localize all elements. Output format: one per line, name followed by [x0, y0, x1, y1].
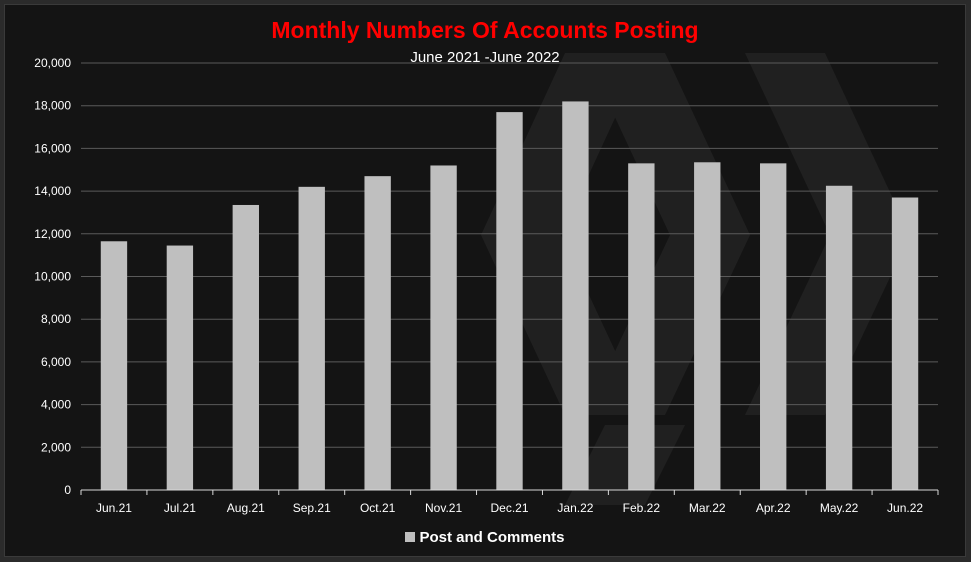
chart-subtitle: June 2021 -June 2022	[410, 49, 560, 66]
x-tick-label: Jan.22	[557, 501, 593, 515]
bar	[232, 204, 259, 491]
chart-title: Monthly Numbers Of Accounts Posting	[271, 17, 699, 43]
bar	[628, 163, 655, 490]
x-tick-label: Jun.21	[96, 501, 132, 515]
bar	[825, 185, 853, 490]
x-tick-label: Mar.22	[689, 501, 726, 515]
y-tick-label: 18,000	[34, 99, 71, 113]
bar	[166, 245, 194, 490]
y-tick-label: 4,000	[41, 398, 71, 412]
x-tick-label: Jun.22	[887, 501, 923, 515]
legend-swatch	[405, 532, 416, 542]
x-tick-label: Dec.21	[490, 501, 528, 515]
chart-canvas: 0 2,000 4,000 6,000 8,000 10,000 12,000 14,000 1…	[34, 53, 939, 515]
bar	[496, 112, 523, 490]
bar	[694, 162, 721, 490]
x-tick-label: Sep.21	[293, 501, 331, 515]
y-tick-label: 14,000	[34, 184, 71, 198]
y-tick-label: 0	[64, 483, 71, 497]
y-tick-label: 12,000	[34, 227, 71, 241]
y-tick-label: 6,000	[41, 355, 71, 369]
x-tick-label: Oct.21	[360, 501, 396, 515]
x-tick-label: Nov.21	[425, 501, 462, 515]
legend-label: Post and Comments	[419, 529, 565, 546]
bar	[562, 101, 589, 491]
y-tick-label: 10,000	[34, 270, 71, 284]
y-tick-label: 20,000	[34, 56, 71, 70]
y-tick-label: 16,000	[34, 141, 71, 155]
x-tick-label: May.22	[820, 501, 859, 515]
legend: Post and Comments	[5, 529, 965, 546]
x-tick-label: Jul.21	[164, 501, 196, 515]
bar	[760, 163, 787, 490]
bar	[298, 186, 325, 490]
x-tick-label: Aug.21	[227, 501, 265, 515]
bar	[100, 241, 128, 490]
bar	[430, 165, 457, 491]
bar	[891, 197, 919, 490]
x-tick-label: Apr.22	[756, 501, 791, 515]
x-tick-label: Feb.22	[623, 501, 661, 515]
chart-frame: 0 2,000 4,000 6,000 8,000 10,000 12,000 14,000 1…	[4, 4, 966, 557]
y-tick-label: 2,000	[41, 440, 71, 454]
y-tick-label: 8,000	[41, 312, 71, 326]
bar	[364, 176, 391, 490]
